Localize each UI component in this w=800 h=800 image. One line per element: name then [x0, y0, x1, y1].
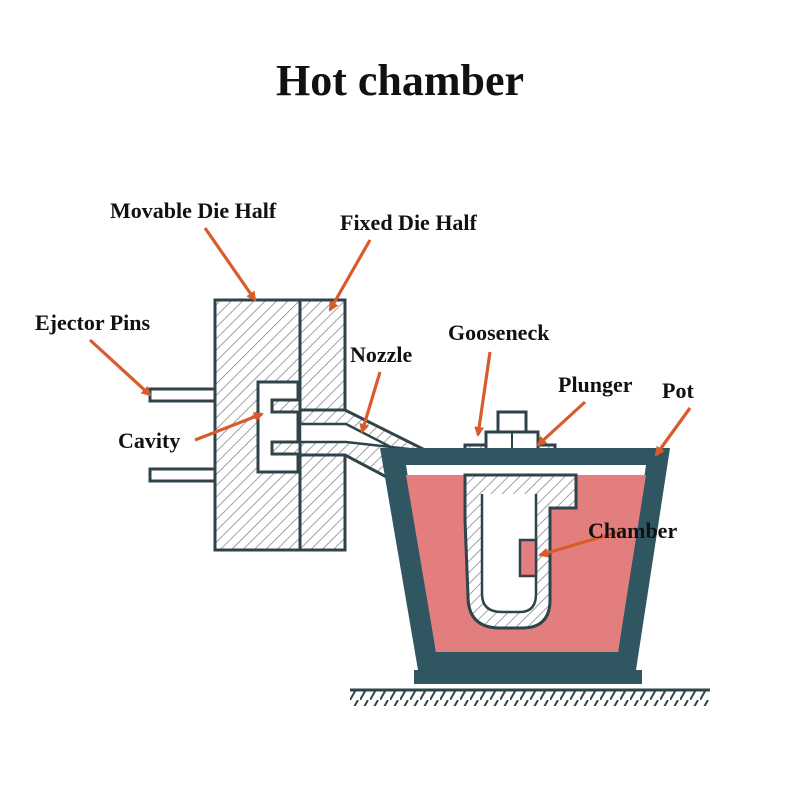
fixed_die-label: Fixed Die Half — [340, 210, 478, 235]
movable_die-label: Movable Die Half — [110, 198, 277, 223]
ejector_pins-arrow — [90, 340, 150, 395]
gooseneck-arrow — [478, 352, 490, 435]
diagram-title: Hot chamber — [276, 56, 524, 105]
pot-label: Pot — [662, 378, 694, 403]
diagram-canvas: Hot chamber — [0, 0, 800, 800]
movable_die-arrow — [205, 228, 255, 300]
chamber-label: Chamber — [588, 518, 677, 543]
plunger-arrow — [538, 402, 585, 445]
cavity-label: Cavity — [118, 428, 180, 453]
gooseneck-label: Gooseneck — [448, 320, 550, 345]
ejector_pins-label: Ejector Pins — [35, 310, 151, 335]
nozzle-label: Nozzle — [350, 342, 413, 367]
chamber-port — [520, 540, 536, 576]
fixed_die-arrow — [330, 240, 370, 310]
pot-arrow — [656, 408, 690, 455]
pot-stand — [414, 670, 642, 684]
plunger-label: Plunger — [558, 372, 633, 397]
ground — [350, 690, 710, 706]
cavity-shape — [258, 382, 298, 472]
